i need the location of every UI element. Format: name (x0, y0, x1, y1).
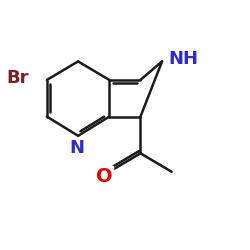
Text: Br: Br (6, 68, 29, 86)
Text: O: O (96, 167, 113, 186)
Text: NH: NH (168, 50, 198, 68)
Text: O: O (96, 167, 113, 186)
Text: N: N (70, 139, 84, 157)
Text: NH: NH (168, 50, 198, 68)
Text: Br: Br (6, 68, 29, 86)
Text: N: N (70, 139, 84, 157)
